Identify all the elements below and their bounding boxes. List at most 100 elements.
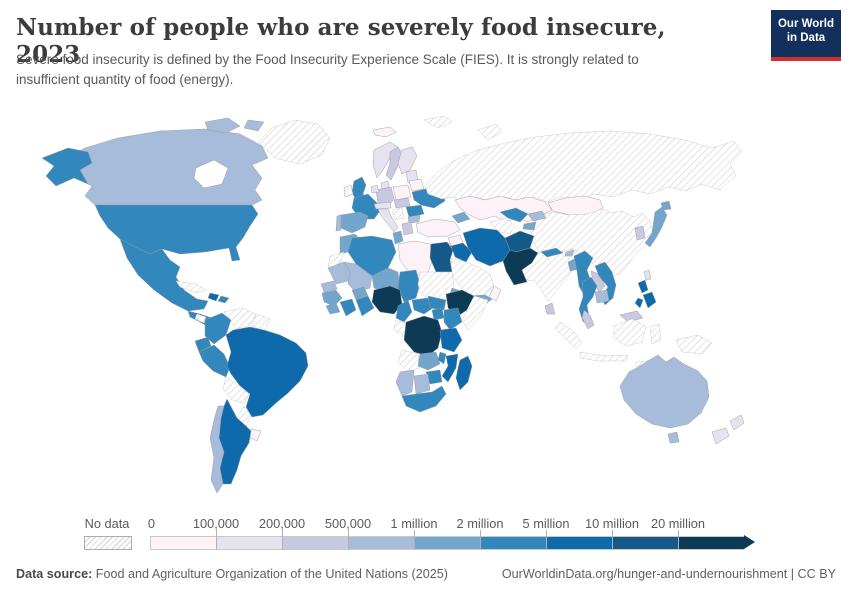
legend-bin-swatch[interactable]	[150, 536, 217, 550]
country-philippines[interactable]	[637, 279, 649, 294]
country-thailand[interactable]	[578, 276, 598, 323]
country-brazil[interactable]	[225, 326, 309, 418]
country-kyrgyzstan[interactable]	[527, 210, 547, 222]
country-south-africa[interactable]	[401, 385, 447, 413]
country-ireland[interactable]	[343, 184, 354, 198]
country-madagascar[interactable]	[455, 355, 473, 391]
country-oman[interactable]	[488, 285, 502, 302]
region-svalbard[interactable]	[423, 115, 453, 129]
country-canada[interactable]	[61, 128, 269, 206]
country-somalia[interactable]	[461, 295, 489, 331]
country-poland[interactable]	[392, 184, 412, 201]
country-usa[interactable]	[94, 204, 259, 262]
country-new-zealand[interactable]	[729, 414, 745, 431]
country-nicaragua[interactable]	[194, 313, 207, 324]
country-iraq[interactable]	[450, 242, 473, 263]
country-saudi-arabia[interactable]	[449, 257, 495, 297]
country-germany[interactable]	[375, 186, 395, 205]
country-dominican-republic[interactable]	[217, 295, 230, 304]
country-chile[interactable]	[209, 405, 225, 494]
country-finland[interactable]	[397, 146, 418, 175]
region-ghana-togo-benin[interactable]	[355, 295, 375, 317]
country-papua-new-guinea[interactable]	[675, 334, 713, 355]
region-benelux[interactable]	[370, 184, 380, 194]
country-iran[interactable]	[462, 227, 511, 267]
country-angola[interactable]	[397, 349, 421, 373]
country-tunisia[interactable]	[392, 230, 404, 245]
no-data-swatch[interactable]	[84, 536, 132, 550]
owid-logo[interactable]: Our World in Data	[771, 10, 841, 61]
country-taiwan[interactable]	[643, 269, 652, 281]
country-haiti[interactable]	[207, 292, 220, 302]
region-caucasus[interactable]	[451, 211, 471, 224]
country-vietnam[interactable]	[594, 261, 617, 306]
region-alps[interactable]	[373, 201, 392, 210]
license-note[interactable]: OurWorldinData.org/hunger-and-undernouri…	[501, 567, 836, 581]
country-greenland[interactable]	[257, 119, 331, 165]
country-turkey[interactable]	[415, 218, 461, 238]
region-west-balkans[interactable]	[391, 207, 405, 221]
country-italy[interactable]	[377, 208, 399, 233]
region-gabon-congo[interactable]	[393, 319, 409, 337]
country-cote-divoire[interactable]	[339, 298, 357, 317]
country-tajikistan[interactable]	[522, 221, 537, 231]
country-japan[interactable]	[660, 200, 672, 211]
country-indonesia[interactable]	[579, 351, 629, 362]
country-malaysia-borneo[interactable]	[619, 310, 644, 323]
country-namibia[interactable]	[395, 369, 415, 397]
country-cambodia[interactable]	[594, 289, 610, 304]
country-indonesia[interactable]	[649, 323, 662, 345]
country-greece[interactable]	[401, 221, 414, 236]
country-egypt[interactable]	[429, 241, 454, 273]
country-portugal[interactable]	[335, 214, 342, 232]
country-botswana[interactable]	[413, 373, 431, 395]
legend-bin-swatch[interactable]	[678, 536, 744, 550]
country-russia[interactable]	[424, 130, 743, 203]
country-cameroon[interactable]	[395, 299, 413, 323]
country-zambia[interactable]	[417, 351, 441, 371]
country-bolivia[interactable]	[222, 376, 250, 405]
country-nepal[interactable]	[540, 247, 564, 258]
legend-bin-swatch[interactable]	[612, 536, 678, 550]
country-bhutan[interactable]	[564, 249, 575, 257]
country-ecuador[interactable]	[194, 336, 212, 353]
country-new-zealand[interactable]	[711, 427, 730, 445]
country-bulgaria[interactable]	[407, 214, 421, 224]
region-central-europe[interactable]	[393, 197, 411, 209]
country-indonesia[interactable]	[554, 321, 583, 350]
legend-bin-swatch[interactable]	[480, 536, 546, 550]
country-venezuela[interactable]	[223, 307, 257, 330]
legend-bin-swatch[interactable]	[282, 536, 348, 550]
country-spain[interactable]	[340, 211, 369, 234]
country-canada-arctic[interactable]	[204, 117, 241, 134]
legend-bin-swatch[interactable]	[546, 536, 612, 550]
country-chad[interactable]	[397, 269, 421, 303]
country-tanzania[interactable]	[439, 327, 463, 353]
country-mexico[interactable]	[119, 238, 209, 312]
country-usa-alaska[interactable]	[41, 147, 93, 187]
country-south-korea[interactable]	[634, 225, 646, 241]
country-uganda[interactable]	[431, 307, 445, 321]
country-libya[interactable]	[397, 240, 433, 277]
legend-bin-swatch[interactable]	[348, 536, 414, 550]
region-novaya-zemlya[interactable]	[477, 123, 503, 141]
country-sweden[interactable]	[385, 146, 403, 181]
country-australia[interactable]	[619, 354, 710, 429]
legend-bin-swatch[interactable]	[414, 536, 480, 550]
region-tasmania[interactable]	[667, 431, 680, 444]
country-cuba[interactable]	[175, 280, 207, 294]
country-belarus[interactable]	[408, 178, 425, 192]
country-sri-lanka[interactable]	[544, 302, 556, 315]
country-romania[interactable]	[405, 204, 425, 218]
country-peru[interactable]	[198, 344, 231, 378]
country-mongolia[interactable]	[547, 195, 604, 216]
country-malaysia[interactable]	[581, 309, 595, 330]
region-guinea[interactable]	[321, 289, 343, 307]
country-iceland[interactable]	[372, 126, 397, 138]
region-sierra-leone-liberia[interactable]	[325, 302, 341, 315]
country-mozambique[interactable]	[441, 353, 459, 383]
country-canada-arctic[interactable]	[243, 119, 265, 132]
country-indonesia[interactable]	[613, 318, 647, 347]
country-philippines[interactable]	[642, 291, 657, 309]
country-uzbekistan[interactable]	[499, 207, 529, 223]
